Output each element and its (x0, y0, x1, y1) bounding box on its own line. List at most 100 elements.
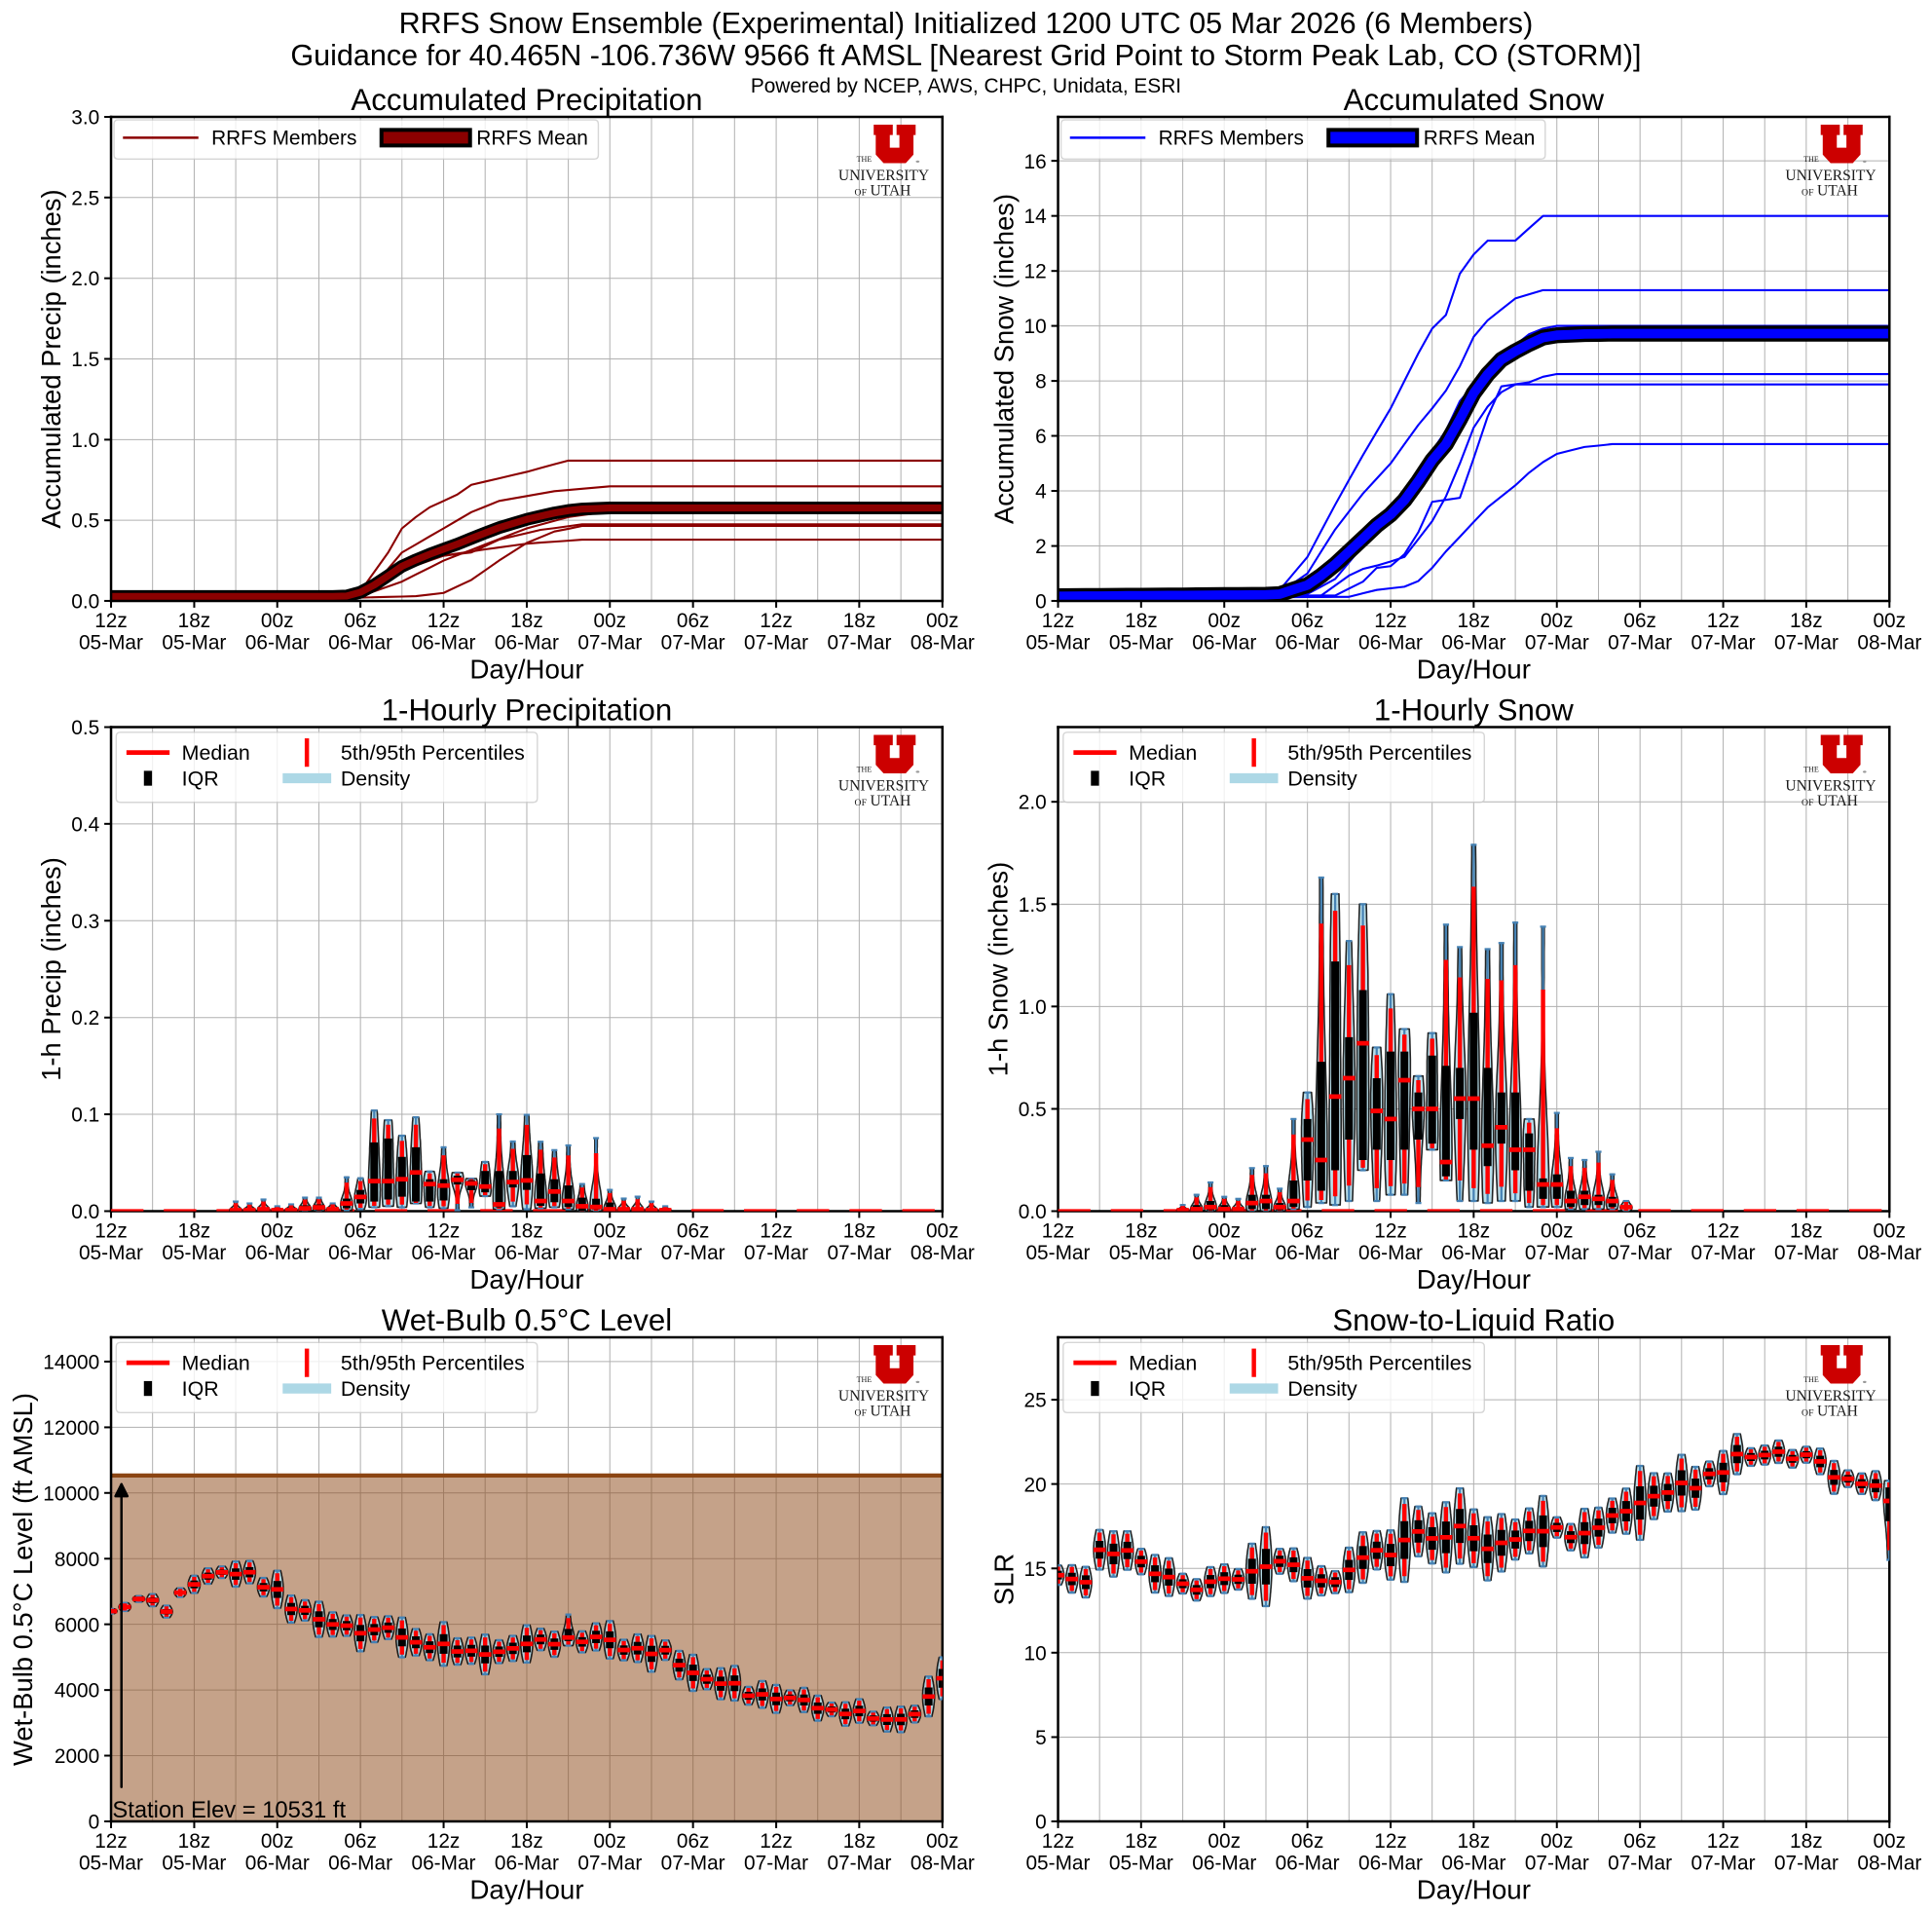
svg-text:08-Mar: 08-Mar (910, 1242, 975, 1264)
svg-text:07-Mar: 07-Mar (744, 1852, 808, 1874)
svg-text:THE: THE (857, 155, 873, 164)
svg-text:12z: 12z (760, 1219, 793, 1242)
svg-text:00z: 00z (926, 610, 959, 632)
svg-text:05-Mar: 05-Mar (162, 631, 226, 654)
svg-text:Station Elev = 10531 ft: Station Elev = 10531 ft (112, 1797, 346, 1823)
svg-text:1.0: 1.0 (71, 430, 99, 452)
svg-text:06z: 06z (1291, 610, 1324, 632)
svg-text:18z: 18z (1790, 610, 1823, 632)
svg-text:8: 8 (1035, 371, 1047, 393)
svg-text:07-Mar: 07-Mar (577, 1242, 642, 1264)
svg-text:06z: 06z (1291, 1830, 1324, 1853)
svg-text:1-Hourly Precipitation: 1-Hourly Precipitation (382, 693, 673, 728)
svg-text:06z: 06z (1623, 610, 1656, 632)
svg-text:07-Mar: 07-Mar (1691, 631, 1756, 654)
svg-text:00z: 00z (261, 610, 294, 632)
svg-text:0.3: 0.3 (71, 911, 99, 933)
svg-text:0.5: 0.5 (71, 717, 99, 739)
svg-text:07-Mar: 07-Mar (1608, 1852, 1672, 1874)
svg-text:Accumulated Precipitation: Accumulated Precipitation (351, 83, 702, 117)
svg-text:07-Mar: 07-Mar (577, 1852, 642, 1874)
svg-text:05-Mar: 05-Mar (79, 631, 143, 654)
svg-text:08-Mar: 08-Mar (910, 631, 975, 654)
svg-text:6000: 6000 (55, 1614, 99, 1636)
svg-text:18z: 18z (510, 1830, 543, 1853)
svg-text:1-Hourly Snow: 1-Hourly Snow (1374, 693, 1574, 728)
svg-text:06-Mar: 06-Mar (412, 1852, 476, 1874)
svg-text:06-Mar: 06-Mar (328, 631, 392, 654)
svg-text:Day/Hour: Day/Hour (1417, 1874, 1531, 1904)
svg-text:07-Mar: 07-Mar (1525, 1852, 1589, 1874)
svg-text:12z: 12z (427, 610, 461, 632)
svg-text:06-Mar: 06-Mar (1192, 1242, 1256, 1264)
svg-text:00z: 00z (1873, 610, 1906, 632)
svg-text:06-Mar: 06-Mar (245, 1852, 310, 1874)
svg-text:Median: Median (182, 1352, 250, 1375)
svg-text:00z: 00z (1541, 1219, 1574, 1242)
svg-text:UTAH: UTAH (1817, 793, 1858, 809)
svg-text:RRFS Snow Ensemble (Experiment: RRFS Snow Ensemble (Experimental) Initia… (399, 7, 1534, 40)
svg-text:06-Mar: 06-Mar (412, 1242, 476, 1264)
svg-text:3.0: 3.0 (71, 107, 99, 130)
svg-text:06-Mar: 06-Mar (1358, 1242, 1423, 1264)
svg-text:Wet-Bulb 0.5°C Level (ft AMSL): Wet-Bulb 0.5°C Level (ft AMSL) (8, 1393, 38, 1766)
svg-text:12z: 12z (1707, 610, 1740, 632)
svg-text:18z: 18z (1458, 1830, 1491, 1853)
svg-text:05-Mar: 05-Mar (79, 1852, 143, 1874)
svg-text:THE: THE (1803, 766, 1819, 774)
svg-text:06-Mar: 06-Mar (495, 1852, 559, 1874)
svg-text:07-Mar: 07-Mar (661, 1242, 725, 1264)
svg-text:5th/95th Percentiles: 5th/95th Percentiles (341, 1352, 525, 1375)
svg-text:18z: 18z (843, 1830, 876, 1853)
svg-text:06-Mar: 06-Mar (245, 1242, 310, 1264)
svg-text:Median: Median (1129, 741, 1197, 765)
svg-text:IQR: IQR (1129, 1377, 1166, 1401)
svg-text:06-Mar: 06-Mar (1441, 631, 1505, 654)
svg-text:0.0: 0.0 (71, 591, 99, 614)
svg-text:18z: 18z (1790, 1830, 1823, 1853)
svg-text:6: 6 (1035, 426, 1047, 448)
svg-text:THE: THE (1803, 1375, 1819, 1384)
svg-text:RRFS Members: RRFS Members (211, 128, 356, 150)
svg-text:Accumulated Snow (inches): Accumulated Snow (inches) (988, 194, 1019, 524)
svg-text:06-Mar: 06-Mar (1192, 1852, 1256, 1874)
svg-text:RRFS Mean: RRFS Mean (1424, 128, 1536, 150)
svg-text:05-Mar: 05-Mar (1025, 631, 1090, 654)
svg-text:Median: Median (182, 741, 250, 765)
svg-text:18z: 18z (178, 1830, 211, 1853)
svg-text:12z: 12z (94, 1219, 128, 1242)
svg-text:06z: 06z (344, 1219, 377, 1242)
svg-text:18z: 18z (178, 1219, 211, 1242)
svg-text:0.0: 0.0 (71, 1201, 99, 1223)
svg-text:5th/95th Percentiles: 5th/95th Percentiles (1287, 741, 1471, 765)
svg-text:OF: OF (855, 188, 868, 199)
svg-text:12z: 12z (1042, 1219, 1075, 1242)
svg-text:Accumulated Precip (inches): Accumulated Precip (inches) (36, 189, 66, 528)
svg-text:07-Mar: 07-Mar (1525, 1242, 1589, 1264)
svg-text:08-Mar: 08-Mar (1857, 1242, 1921, 1264)
svg-text:00z: 00z (593, 610, 626, 632)
svg-text:Median: Median (1129, 1352, 1197, 1375)
svg-text:12: 12 (1024, 261, 1047, 283)
svg-text:1-h Snow (inches): 1-h Snow (inches) (983, 862, 1013, 1077)
svg-text:05-Mar: 05-Mar (1109, 1242, 1173, 1264)
svg-text:12z: 12z (1374, 1830, 1407, 1853)
svg-text:06-Mar: 06-Mar (412, 631, 476, 654)
svg-text:2.0: 2.0 (1019, 792, 1047, 814)
svg-text:00z: 00z (1541, 610, 1574, 632)
svg-text:05-Mar: 05-Mar (1025, 1242, 1090, 1264)
svg-text:06z: 06z (1623, 1830, 1656, 1853)
svg-text:1.0: 1.0 (1019, 996, 1047, 1019)
svg-text:00z: 00z (593, 1830, 626, 1853)
svg-text:2.5: 2.5 (71, 187, 99, 209)
svg-text:06-Mar: 06-Mar (245, 631, 310, 654)
svg-text:00z: 00z (926, 1830, 959, 1853)
svg-text:Density: Density (1287, 1377, 1357, 1401)
svg-text:5: 5 (1035, 1727, 1047, 1749)
svg-text:07-Mar: 07-Mar (744, 1242, 808, 1264)
svg-text:00z: 00z (1208, 610, 1241, 632)
svg-text:Powered by NCEP, AWS, CHPC, Un: Powered by NCEP, AWS, CHPC, Unidata, ESR… (751, 75, 1181, 97)
svg-text:THE: THE (1803, 155, 1819, 164)
svg-text:18z: 18z (1458, 610, 1491, 632)
svg-text:05-Mar: 05-Mar (1109, 1852, 1173, 1874)
